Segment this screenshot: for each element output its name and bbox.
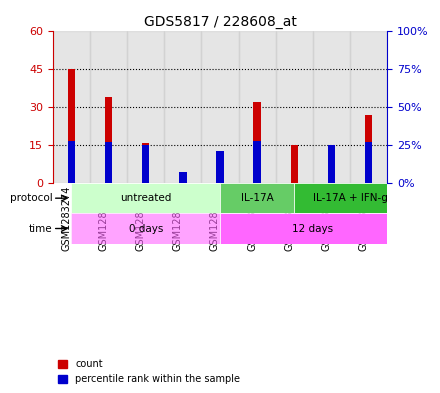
Legend: count, percentile rank within the sample: count, percentile rank within the sample [58, 359, 240, 384]
Bar [105, 97, 112, 183]
Bar [216, 151, 224, 183]
Text: 0 days: 0 days [128, 224, 163, 233]
Bar [105, 142, 112, 183]
Text: IL-17A: IL-17A [241, 193, 274, 203]
Bar [179, 173, 187, 183]
Bar [202, 31, 238, 183]
Bar [68, 69, 75, 183]
Bar [350, 31, 387, 183]
Text: 12 days: 12 days [292, 224, 334, 233]
Bar [294, 183, 406, 213]
Bar [216, 165, 224, 183]
Bar [328, 145, 335, 183]
Bar [71, 213, 220, 244]
Bar [179, 178, 187, 183]
Bar [276, 31, 313, 183]
Text: IL-17A + IFN-g: IL-17A + IFN-g [312, 193, 388, 203]
Bar [127, 31, 164, 183]
Text: protocol: protocol [10, 193, 53, 203]
Bar [328, 145, 335, 183]
Bar [142, 145, 150, 183]
Bar [220, 213, 406, 244]
Bar [220, 183, 294, 213]
Bar [238, 31, 276, 183]
Bar [68, 141, 75, 183]
Text: untreated: untreated [120, 193, 171, 203]
Bar [365, 115, 372, 183]
Bar [90, 31, 127, 183]
Bar [253, 141, 261, 183]
Title: GDS5817 / 228608_at: GDS5817 / 228608_at [143, 15, 297, 29]
Bar [313, 31, 350, 183]
Bar [365, 142, 372, 183]
Bar [53, 31, 90, 183]
Bar [164, 31, 202, 183]
Bar [142, 143, 150, 183]
Bar [71, 183, 220, 213]
Text: time: time [29, 224, 53, 233]
Bar [253, 102, 261, 183]
Bar [290, 145, 298, 183]
